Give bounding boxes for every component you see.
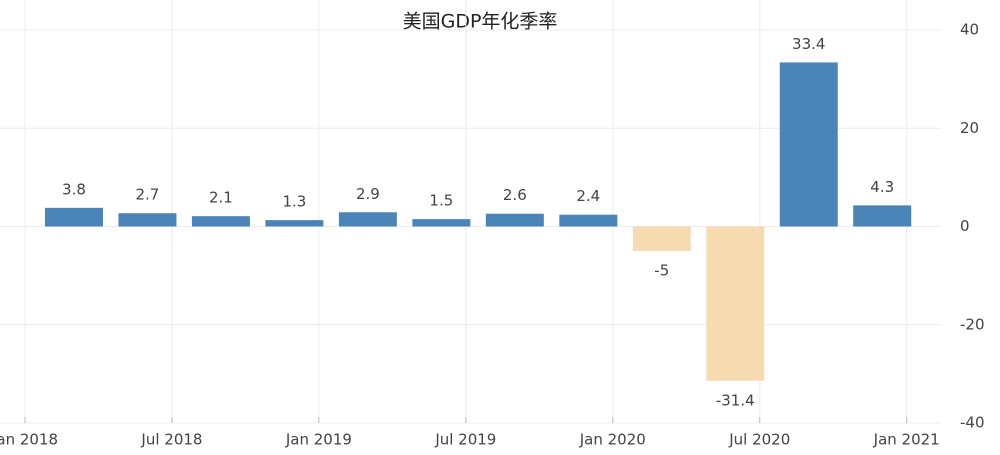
bar [338, 212, 397, 227]
data-label: -5 [654, 262, 669, 280]
data-label: 2.9 [356, 185, 380, 203]
bar [118, 213, 177, 227]
data-label: 33.4 [792, 35, 825, 53]
data-label: 4.3 [870, 178, 894, 196]
x-tick-label: Jul 2018 [140, 431, 202, 449]
data-label: 2.6 [503, 186, 527, 204]
bar [853, 205, 912, 227]
bar [632, 226, 691, 252]
y-tick-label: -20 [960, 315, 985, 333]
x-tick-label: Jan 2019 [285, 431, 352, 449]
y-tick-label: 40 [960, 21, 979, 39]
data-label: 2.7 [136, 186, 160, 204]
chart-title: 美国GDP年化季率 [403, 11, 558, 33]
bar [412, 219, 471, 227]
y-tick-label: 20 [960, 119, 979, 137]
bar [779, 62, 838, 227]
data-label: -31.4 [716, 391, 755, 409]
data-label: 2.1 [209, 189, 233, 207]
bar [706, 226, 765, 381]
data-label: 1.3 [282, 193, 306, 211]
x-tick-label: Jul 2019 [434, 431, 496, 449]
bar [265, 220, 324, 227]
x-tick-label: Jan 2020 [579, 431, 646, 449]
x-tick-label: Jul 2020 [728, 431, 790, 449]
bar [191, 216, 250, 227]
x-tick-label: Jan 2021 [873, 431, 940, 449]
data-label: 1.5 [429, 192, 453, 210]
data-label: 3.8 [62, 180, 86, 198]
y-tick-label: -40 [960, 414, 985, 432]
y-tick-label: 0 [960, 217, 970, 235]
bar [559, 214, 618, 227]
x-tick-label: Jan 2018 [0, 431, 58, 449]
bar [485, 213, 544, 227]
data-label: 2.4 [576, 187, 600, 205]
bar [44, 207, 103, 227]
